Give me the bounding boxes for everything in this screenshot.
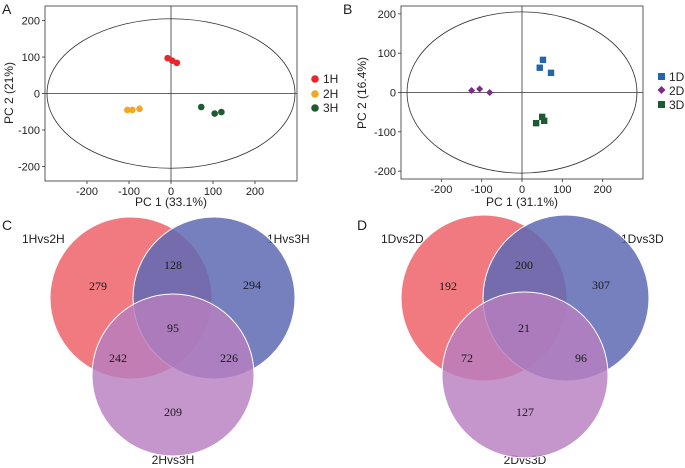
point-3h-3 [218,108,225,116]
x-tick-label-a: -100 [118,186,140,198]
point-2d-3 [486,89,494,96]
legend-label-1d: 1D [669,70,685,84]
legend-label-2d: 2D [669,84,685,98]
point-1h-3 [173,59,181,67]
y-tick-label-a: -100 [18,125,40,137]
y-tick-label-a: -200 [18,161,40,173]
legend-label-3h: 3H [323,101,338,115]
venn-value-d-only-c: 127 [516,405,534,419]
y-tick-label-a: 0 [34,89,40,101]
x-tick-label-b: 200 [593,184,611,196]
legend-marker-3d [658,101,665,108]
point-1d-2 [536,64,543,71]
venn-set-label-c-a: 1Hvs2H [22,232,65,246]
venn-diagram-c [49,216,296,457]
point-1d-1 [539,56,547,64]
venn-circle-c-c [91,293,255,457]
y-axis-label-a: PC 2 (21%) [2,62,16,124]
venn-value-c-ab: 128 [164,258,182,272]
venn-diagram-d [400,214,650,459]
confidence-ellipse-a [46,18,296,169]
point-2d-2 [476,85,484,93]
legend-label-1h: 1H [323,72,338,86]
legend-marker-2h [311,90,319,98]
venn-value-d-only-a: 192 [439,279,457,293]
x-tick-label-b: 0 [519,184,525,196]
x-tick-label-a: -200 [76,186,98,198]
venn-value-c-only-a: 279 [89,279,107,293]
x-tick-label-a: 200 [246,186,264,198]
y-tick-label-b: 100 [378,48,396,60]
panel-letter-b: B [343,1,352,17]
point-2d-1 [468,87,476,95]
confidence-ellipse-b [406,11,638,174]
point-2h-1 [124,106,131,114]
y-tick-label-b: 200 [378,9,396,21]
x-tick-label-a: 100 [204,186,222,198]
plot-body-a: -200 -100 0 100 200 -200 -100 0 100 200 [18,6,297,198]
legend-a: 1H 2H 3H [311,72,338,115]
x-axis-label-b: PC 1 (31.1%) [486,195,558,209]
legend-marker-3h [311,104,319,112]
y-tick-label-b: 0 [390,88,396,100]
y-tick-label-b: -100 [374,127,396,139]
panel-letter-d: D [357,217,367,233]
point-3d-1 [532,119,540,127]
venn-set-label-d-a: 1Dvs2D [381,232,424,246]
venn-value-d-ac: 72 [461,351,473,365]
legend-label-2h: 2H [323,87,338,101]
venn-value-c-bc: 226 [220,351,238,365]
venn-panel-c: C 1Hvs2H 1Hvs3H 2Hvs3H 279 294 209 128 2… [2,216,310,467]
point-3d-2 [538,113,546,121]
venn-value-d-only-b: 307 [592,278,610,292]
venn-value-d-bc: 96 [575,351,587,365]
x-tick-label-b: 100 [553,184,571,196]
panel-letter-a: A [2,1,12,17]
venn-value-c-abc: 95 [167,321,179,335]
y-tick-label-a: 200 [22,16,40,28]
x-axis-label-a: PC 1 (33.1%) [135,195,207,209]
panel-letter-c: C [2,217,12,233]
venn-value-d-ab: 200 [515,258,533,272]
legend-marker-1d [658,73,665,80]
venn-set-label-c-b: 1Hvs3H [267,232,310,246]
venn-value-c-only-b: 294 [243,278,261,292]
y-tick-label-a: 100 [22,52,40,64]
venn-set-label-d-b: 1Dvs3D [621,232,664,246]
point-3d-3 [540,117,548,125]
point-2h-3 [136,105,143,113]
legend-label-3d: 3D [669,98,685,112]
x-tick-label-b: -200 [430,184,452,196]
point-2h-2 [129,106,136,114]
legend-marker-1h [311,75,319,83]
venn-value-c-only-c: 209 [164,405,182,419]
legend-b: 1D 2D 3D [657,70,685,112]
venn-value-c-ac: 242 [109,351,127,365]
venn-value-d-abc: 21 [518,321,530,335]
venn-circle-d-c [441,291,609,459]
plot-body-b: -200 -100 0 100 200 -200 -100 0 100 200 [374,6,643,196]
venn-set-label-c-c: 2Hvs3H [152,453,195,467]
y-axis-label-b: PC 2 (16.4%) [355,57,369,129]
pca-panel-a: A -200 -100 0 100 200 -200 -100 0 100 200 PC 1 (3… [2,1,338,209]
legend-marker-2d [657,86,666,94]
point-1d-3 [547,69,555,77]
point-3h-1 [197,103,205,111]
pca-panel-b: B -200 -100 0 100 200 -200 -100 0 100 200 PC 1 (3… [343,1,685,209]
y-tick-label-b: -200 [374,166,396,178]
point-3h-2 [211,110,218,117]
venn-panel-d: D 1Dvs2D 1Dvs3D 2Dvs3D 192 307 127 200 7… [357,214,664,467]
x-tick-label-b: -100 [471,184,493,196]
x-tick-label-a: 0 [168,186,174,198]
